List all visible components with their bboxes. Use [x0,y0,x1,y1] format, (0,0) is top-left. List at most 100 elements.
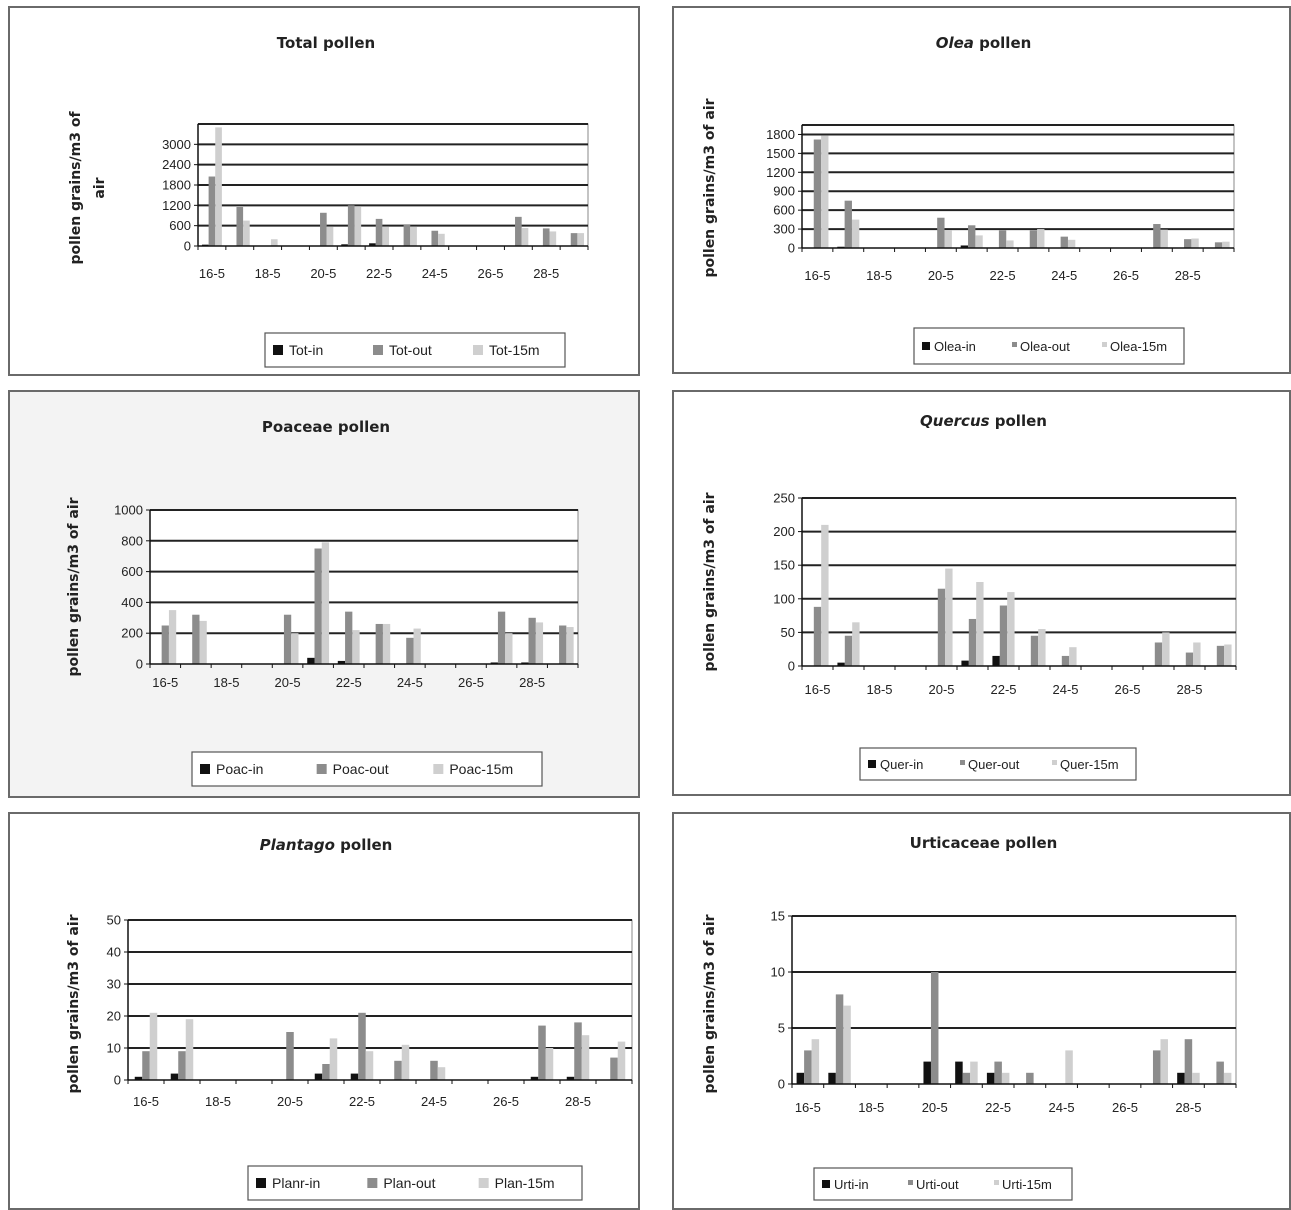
chart-title-rest: pollen [335,836,392,854]
y-axis-label: pollen grains/m3 of air [68,111,108,265]
x-tick-label: 26-5 [477,266,503,281]
y-tick-label: 600 [169,218,191,233]
x-tick-label: 24-5 [1051,268,1077,283]
y-tick-label: 10 [107,1041,121,1056]
bar-poac-15m [352,630,360,664]
chart-title: Quercus pollen [920,412,1047,430]
x-tick-label: 20-5 [275,675,301,690]
bar-poac-out [192,614,200,664]
chart-title-genus: Quercus [920,412,990,430]
x-tick-label: 24-5 [1052,682,1078,697]
x-tick-label: 28-5 [1175,268,1201,283]
bar-olea-15m [1006,240,1014,248]
bar-urti-out [1184,1039,1193,1084]
y-axis-label-line: pollen grains/m3 of air [66,497,82,676]
y-tick-label: 15 [771,909,785,924]
bar-poac-15m [505,633,513,664]
bar-tot-15m [438,233,445,246]
bar-urti-out [1026,1072,1034,1084]
chart-title-rest: pollen [990,412,1047,430]
x-tick-label: 16-5 [152,675,178,690]
bar-olea-out [1029,230,1038,248]
x-tick-label: 24-5 [397,675,423,690]
bar-poac-15m [535,622,544,664]
x-tick-label: 20-5 [277,1094,303,1109]
legend-box [247,1165,583,1201]
x-tick-label: 18-5 [255,266,281,281]
legend-label-planr-in: Planr-in [272,1175,320,1191]
chart-title-rest: pollen [974,34,1031,52]
chart-title: Urticaceae pollen [910,834,1058,852]
chart-title: Plantago pollen [260,836,393,854]
plot-area [149,509,579,665]
bar-quer-out [1154,642,1163,666]
y-axis-label-line: pollen grains/m3 of air [66,914,82,1093]
y-tick-label: 0 [184,239,191,254]
bar-planr-in [530,1076,539,1080]
x-tick-label: 22-5 [990,682,1016,697]
x-tick-label: 22-5 [349,1094,375,1109]
x-tick-label: 24-5 [421,1094,447,1109]
bar-urti-in [796,1072,805,1084]
y-tick-label: 5 [778,1021,785,1036]
legend-label-olea-out: Olea-out [1020,339,1070,354]
legend-swatch-quer-out [960,760,965,765]
y-tick-label: 1200 [162,198,191,213]
bar-tot-15m [270,239,278,246]
bar-urti-out [804,1050,812,1084]
legend-label-tot-in: Tot-in [289,342,323,358]
bar-planr-in [170,1073,179,1080]
y-tick-label: 300 [773,222,795,237]
bar-plan-15m [617,1041,626,1080]
y-tick-label: 200 [121,626,143,641]
bar-urti-in [923,1061,931,1084]
chart-title-genus: Plantago [260,836,335,854]
y-tick-label: 40 [107,945,121,960]
x-tick-label: 26-5 [493,1094,519,1109]
bar-urti-15m [1160,1039,1168,1084]
bar-olea-in [960,245,969,248]
bar-poac-in [337,660,346,664]
bar-tot-15m [326,227,334,246]
bar-olea-out [937,217,945,248]
bar-olea-out [1060,236,1068,248]
bar-quer-in [837,662,845,666]
bar-quer-15m [1007,592,1015,666]
chart-panel-total: Total pollen pollen grains/m3 of air 0 600 12… [8,6,640,376]
bar-quer-out [1185,652,1194,666]
bar-tot-out [236,207,244,246]
y-axis-label: pollen grains/m3 of air [702,914,718,1093]
legend: Quer-in Quer-out Quer-15m [859,747,1137,781]
bar-quer-15m [1193,642,1201,666]
x-tick-label: 18-5 [866,268,892,283]
bar-olea-15m [1191,238,1199,248]
bar-tot-out [570,233,578,246]
bar-tot-out [403,224,411,246]
bar-quer-out [1061,655,1070,666]
bar-poac-in [490,662,498,664]
bar-poac-15m [168,610,177,664]
bar-plan-15m [545,1048,554,1080]
chart-panel-olea: Olea pollen pollen grains/m3 of air 0 300 60… [672,6,1291,374]
y-tick-label: 1800 [766,127,795,142]
x-tick-label: 24-5 [422,266,448,281]
bar-quer-out [1030,635,1039,666]
bar-olea-15m [851,219,860,248]
bar-tot-out [375,218,383,246]
y-axis-label: pollen grains/m3 of air [66,497,82,676]
legend-label-olea-15m: Olea-15m [1110,339,1167,354]
bar-tot-15m [410,227,417,246]
bar-plan-out [610,1057,618,1080]
chart-olea-pollen: Olea pollen pollen grains/m3 of air 0 300 60… [702,34,1235,365]
y-axis-label-line: pollen grains/m3 of air [702,98,718,277]
y-axis-label: pollen grains/m3 of air [702,492,718,671]
legend-label-urti-in: Urti-in [834,1177,869,1192]
x-tick-label: 16-5 [133,1094,159,1109]
bar-quer-15m [1162,632,1170,666]
x-tick-label: 18-5 [858,1100,884,1115]
bar-olea-15m [1160,229,1168,248]
bar-plan-out [178,1051,186,1080]
chart-quercus-pollen: Quercus pollen pollen grains/m3 of air 0 50… [702,412,1237,781]
legend: Urti-in Urti-out Urti-15m [813,1167,1073,1201]
